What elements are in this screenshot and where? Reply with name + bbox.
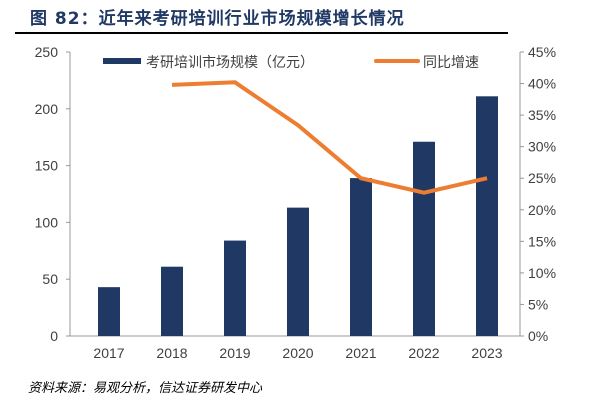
right-tick-label: 20% <box>528 202 556 218</box>
growth-line <box>171 80 488 195</box>
legend-line-label: 同比增速 <box>423 54 479 70</box>
legend-bar-label: 考研培训市场规模（亿元） <box>146 54 314 70</box>
right-tick-label: 10% <box>528 265 556 281</box>
left-tick-label: 100 <box>35 214 59 230</box>
x-tick-label: 2023 <box>471 345 502 361</box>
source-note: 资料来源：易观分析，信达证券研发中心 <box>28 381 263 396</box>
left-tick-label: 150 <box>35 158 59 174</box>
bar-2018 <box>161 266 183 336</box>
right-tick-label: 40% <box>528 76 556 92</box>
title-rule <box>15 32 508 34</box>
bar-2023 <box>476 96 498 336</box>
x-tick-label: 2021 <box>345 345 376 361</box>
right-tick-label: 45% <box>528 44 556 60</box>
right-tick-label: 15% <box>528 233 556 249</box>
x-tick-label: 2019 <box>219 345 250 361</box>
bar-2022 <box>413 141 435 336</box>
figure-title: 图 82：近年来考研培训行业市场规模增长情况 <box>30 9 405 29</box>
left-tick-label: 200 <box>35 101 59 117</box>
right-tick-label: 30% <box>528 139 556 155</box>
x-tick-label: 2022 <box>408 345 439 361</box>
x-tick-label: 2018 <box>156 345 187 361</box>
x-tick-label: 2020 <box>282 345 313 361</box>
left-tick-label: 250 <box>35 44 59 60</box>
bar-2020 <box>287 207 309 336</box>
legend-bar-swatch <box>103 58 141 64</box>
right-tick-label: 0% <box>528 328 548 344</box>
right-tick-label: 25% <box>528 170 556 186</box>
right-tick-label: 35% <box>528 107 556 123</box>
bar-2021 <box>350 178 372 336</box>
right-tick-label: 5% <box>528 296 548 312</box>
x-tick-label: 2017 <box>93 345 124 361</box>
bar-2017 <box>98 287 120 336</box>
bar-2019 <box>224 240 246 336</box>
left-tick-label: 50 <box>42 271 58 287</box>
left-tick-label: 0 <box>50 328 58 344</box>
